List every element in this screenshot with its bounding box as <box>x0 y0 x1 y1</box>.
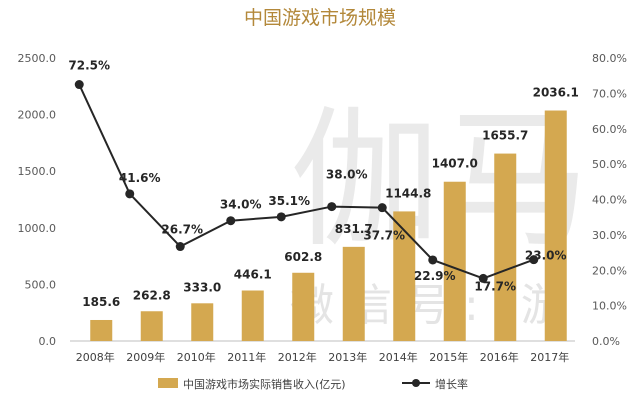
line-series <box>74 80 539 283</box>
bar-labels: 185.6 262.8 333.0 446.1 602.8 831.7 1144.8 1407… <box>82 86 579 309</box>
bar <box>544 110 567 341</box>
x-tick-label: 2011年 <box>227 350 266 364</box>
bar <box>342 246 365 341</box>
growth-point <box>74 80 84 90</box>
line-data-label: 26.7% <box>161 223 203 237</box>
bar <box>494 153 517 341</box>
y-left-tick-label: 1000.0 <box>18 222 57 235</box>
line-data-label: 35.1% <box>268 194 310 208</box>
growth-line <box>78 84 535 280</box>
y-right-tick-label: 60.0% <box>592 123 627 136</box>
bar-data-label: 602.8 <box>284 250 322 264</box>
growth-point <box>125 189 135 199</box>
y-right-tick-label: 70.0% <box>592 87 627 100</box>
legend-line-marker <box>412 379 420 387</box>
y-right-tick-label: 40.0% <box>592 194 627 207</box>
y-right-tick-label: 50.0% <box>592 158 627 171</box>
line-data-label: 38.0% <box>326 168 368 182</box>
x-tick-label: 2012年 <box>278 350 317 364</box>
x-tick-label: 2016年 <box>480 350 519 364</box>
y-left-tick-label: 0.0 <box>39 335 57 348</box>
growth-point <box>529 255 539 265</box>
x-tick-label: 2008年 <box>76 350 115 364</box>
x-tick-label: 2013年 <box>328 350 367 364</box>
y-left-tick-label: 1500.0 <box>18 165 57 178</box>
bar-data-label: 831.7 <box>335 222 373 236</box>
legend-bar-swatch <box>158 378 178 388</box>
bar-data-label: 1655.7 <box>482 129 528 143</box>
x-tick-label: 2014年 <box>379 350 418 364</box>
legend: 中国游戏市场实际销售收入(亿元) 增长率 <box>158 377 468 391</box>
y-left-tick-label: 500.0 <box>25 278 57 291</box>
y-right-tick-label: 10.0% <box>592 300 627 313</box>
growth-point <box>276 212 286 222</box>
bar <box>90 319 113 341</box>
y-left-tick-label: 2000.0 <box>18 109 57 122</box>
bar <box>241 290 264 341</box>
legend-line-label: 增长率 <box>435 377 468 391</box>
line-data-label: 22.9% <box>414 269 456 283</box>
growth-point <box>327 202 337 212</box>
growth-point <box>478 273 488 283</box>
y-right-tick-label: 0.0% <box>592 335 620 348</box>
growth-point <box>175 242 185 252</box>
bar <box>443 181 466 341</box>
bar-data-label: 1407.0 <box>432 157 478 171</box>
x-tick-label: 2009年 <box>126 350 165 364</box>
bar <box>292 272 315 341</box>
line-data-label: 72.5% <box>68 59 110 73</box>
watermark-small: 微信号: 游 <box>290 280 579 331</box>
bar-data-label: 1144.8 <box>385 186 431 200</box>
x-tick-label: 2010年 <box>177 350 216 364</box>
bar <box>191 303 214 341</box>
bar-data-label: 2036.1 <box>533 86 579 100</box>
y-right-tick-label: 80.0% <box>592 52 627 65</box>
bar-data-label: 262.8 <box>133 288 171 302</box>
line-data-label: 34.0% <box>220 198 262 212</box>
y-right-tick-label: 30.0% <box>592 229 627 242</box>
chart-title: 中国游戏市场规模 <box>244 7 396 29</box>
watermark-large: 伽马 <box>290 94 590 268</box>
x-tick-label: 2017年 <box>530 350 569 364</box>
y-right-tick-label: 20.0% <box>592 264 627 277</box>
bar-data-label: 333.0 <box>183 280 221 294</box>
line-data-label: 17.7% <box>474 279 516 293</box>
line-data-label: 41.6% <box>119 171 161 185</box>
line-labels: 72.5% 41.6% 26.7% 34.0% 35.1% 38.0% 37.7% 22.9%… <box>68 59 566 294</box>
growth-point <box>226 216 236 226</box>
growth-point <box>377 203 387 213</box>
growth-point <box>428 255 438 265</box>
line-data-label: 23.0% <box>525 249 567 263</box>
bar-series <box>90 110 567 341</box>
bar <box>393 211 416 341</box>
line-data-label: 37.7% <box>363 229 405 243</box>
bar-data-label: 446.1 <box>234 268 272 282</box>
x-tick-label: 2015年 <box>429 350 468 364</box>
bar-data-label: 185.6 <box>82 295 120 309</box>
axes: 0.0 500.0 1000.0 1500.0 2000.0 2500.0 0.0% 10.0… <box>18 52 627 364</box>
bar <box>140 311 163 341</box>
legend-bar-label: 中国游戏市场实际销售收入(亿元) <box>183 377 346 391</box>
y-left-tick-label: 2500.0 <box>18 52 57 65</box>
